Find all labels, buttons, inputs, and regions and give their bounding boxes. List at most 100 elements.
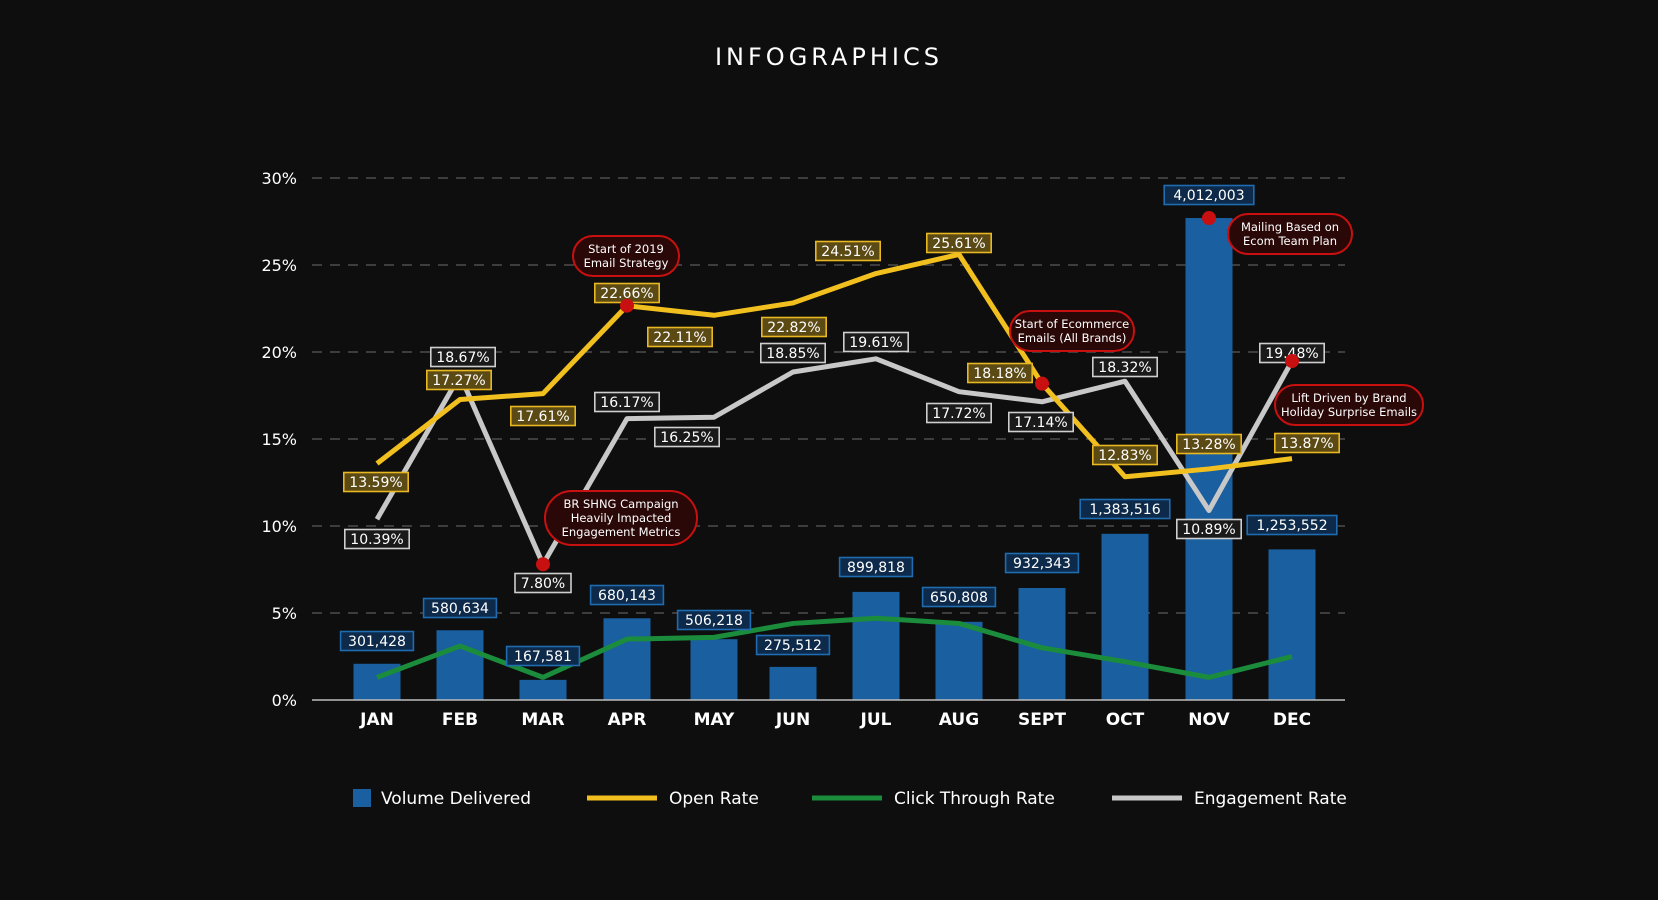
engagement-rate-label-box [429, 346, 496, 368]
volume-bar [1185, 218, 1233, 700]
x-tick-label: OCT [1106, 710, 1145, 730]
open-rate-label-text: 25.61% [932, 236, 985, 252]
engagement-rate-label-text: 7.80% [521, 576, 565, 592]
open-rate-label-text: 13.59% [349, 475, 402, 491]
engagement-rate-label-box [653, 426, 720, 448]
volume-bar [935, 621, 983, 700]
open-rate-label: 22.82% [760, 316, 827, 338]
volume-label-text: 650,808 [930, 590, 988, 606]
annotation-text: Heavily Impacted [571, 511, 672, 525]
volume-label-text: 680,143 [598, 588, 656, 604]
annotation-bubble [544, 490, 698, 546]
volume-bars [353, 218, 1316, 700]
open-rate-label: 13.87% [1274, 432, 1341, 454]
engagement-rate-label-text: 19.48% [1265, 346, 1318, 362]
volume-label: 167,581 [505, 645, 581, 667]
open-rate-label-box [1092, 444, 1159, 466]
open-rate-label-box [425, 369, 492, 391]
engagement-rate-label-text: 10.39% [350, 532, 403, 548]
x-tick-label: JAN [359, 710, 394, 730]
x-tick-label: DEC [1273, 710, 1311, 730]
engagement-rate-label-text: 18.85% [766, 346, 819, 362]
annotation-text: Engagement Metrics [562, 525, 681, 539]
annotation-text: Start of 2019 [588, 242, 664, 256]
annotation-text: Mailing Based on [1241, 220, 1339, 234]
engagement-rate-label-text: 16.25% [660, 430, 713, 446]
engagement-rate-label: 7.80% [514, 572, 572, 594]
volume-label-box [1163, 184, 1255, 206]
legend-label-volume: Volume Delivered [381, 789, 531, 809]
open-rate-label-text: 22.82% [767, 320, 820, 336]
volume-label-box [505, 645, 581, 667]
engagement-rate-label-text: 17.72% [932, 406, 985, 422]
volume-label-text: 301,428 [348, 634, 406, 650]
volume-label: 1,383,516 [1079, 498, 1171, 520]
engagement-rate-label-box [925, 402, 992, 424]
open-rate-label-box [814, 240, 881, 262]
volume-bar [603, 618, 651, 700]
open-rate-label-text: 18.18% [973, 366, 1026, 382]
open-rate-label-text: 12.83% [1098, 448, 1151, 464]
legend-label-click-through-rate: Click Through Rate [894, 789, 1055, 809]
legend-label-open-rate: Open Rate [669, 789, 759, 809]
engagement-rate-label-text: 18.67% [436, 350, 489, 366]
volume-label-text: 1,383,516 [1089, 502, 1160, 518]
x-tick-label: APR [608, 710, 647, 730]
x-tick-label: MAY [694, 710, 735, 730]
engagement-rate-label: 16.25% [653, 426, 720, 448]
volume-label-box [1246, 514, 1338, 536]
volume-label-text: 167,581 [514, 649, 572, 665]
annotation-bubble [1227, 213, 1353, 255]
y-tick-label: 25% [261, 256, 297, 275]
y-tick-label: 15% [261, 430, 297, 449]
annotation-text: Holiday Surprise Emails [1281, 405, 1417, 419]
engagement-rate-label-box [1007, 411, 1074, 433]
x-tick-label: SEPT [1018, 710, 1066, 730]
volume-label-box [676, 609, 752, 631]
open-rate-label-box [760, 316, 827, 338]
series-line-click-through-rate [376, 615, 1293, 680]
annotation-marker [536, 557, 550, 572]
volume-label-box [1004, 552, 1080, 574]
annotation-text: Lift Driven by Brand [1291, 391, 1406, 405]
annotation-marker [1202, 211, 1216, 226]
volume-label-text: 506,218 [685, 613, 743, 629]
x-tick-label: MAR [521, 710, 564, 730]
legend-swatch-volume [353, 789, 371, 807]
open-rate-label: 13.59% [342, 471, 409, 493]
open-rate-label: 17.61% [509, 405, 576, 427]
engagement-rate-label-box [593, 391, 660, 413]
volume-label: 899,818 [838, 556, 914, 578]
engagement-rate-label-box [343, 528, 410, 550]
volume-bar [436, 630, 484, 700]
volume-bar [519, 679, 567, 700]
open-rate-label: 22.66% [593, 282, 660, 304]
engagement-rate-label-text: 16.17% [600, 395, 653, 411]
engagement-rate-label: 16.17% [593, 391, 660, 413]
volume-bar [1101, 533, 1149, 700]
x-tick-label: JUN [775, 710, 810, 730]
open-rate-label-box [966, 362, 1033, 384]
open-rate-label-text: 22.11% [653, 330, 706, 346]
annotation-text: BR SHNG Campaign [563, 497, 678, 511]
annotation-bubble [1274, 384, 1424, 426]
engagement-rate-label-box [1092, 356, 1159, 378]
open-rate-label-text: 24.51% [821, 244, 874, 260]
annotation-marker [1285, 354, 1299, 369]
volume-label-box [589, 584, 665, 606]
open-rate-label: 17.27% [425, 369, 492, 391]
x-axis-ticks: JAN FEB MAR APR MAY JUN JUL AUG SEPT OCT NOV DEC [359, 710, 1311, 730]
open-rate-label-box [1274, 432, 1341, 454]
engagement-rate-label-box [514, 572, 572, 594]
annotation-bubble [572, 235, 680, 277]
engagement-rate-label: 19.61% [842, 331, 909, 353]
legend-label-engagement-rate: Engagement Rate [1194, 789, 1347, 809]
legend: Volume Delivered Open Rate Click Through R… [353, 789, 1347, 809]
volume-label: 650,808 [921, 586, 997, 608]
open-rate-label-box [646, 326, 713, 348]
engagement-rate-label: 10.39% [343, 528, 410, 550]
